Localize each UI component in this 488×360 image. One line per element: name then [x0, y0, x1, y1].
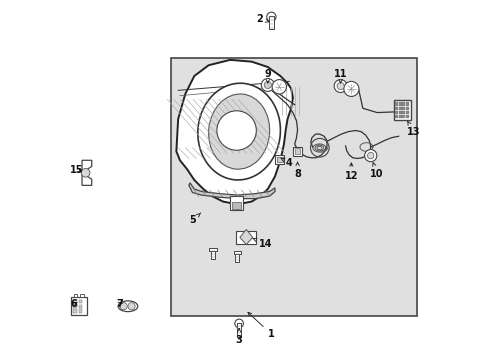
- Text: 14: 14: [252, 238, 271, 249]
- Text: 7: 7: [116, 299, 123, 309]
- Bar: [73, 310, 77, 313]
- Circle shape: [266, 12, 276, 22]
- Text: 5: 5: [189, 213, 201, 225]
- Bar: [405, 111, 408, 114]
- Text: 10: 10: [370, 163, 383, 179]
- Text: 4: 4: [280, 158, 292, 168]
- Bar: [402, 107, 405, 110]
- Text: 8: 8: [294, 162, 301, 179]
- Bar: [73, 305, 77, 308]
- Bar: [71, 297, 86, 315]
- Circle shape: [120, 303, 127, 310]
- Circle shape: [367, 152, 373, 159]
- Bar: [402, 111, 405, 114]
- Text: 11: 11: [333, 69, 346, 83]
- Circle shape: [364, 149, 376, 162]
- Ellipse shape: [208, 94, 269, 169]
- Circle shape: [271, 80, 286, 94]
- Bar: [294, 148, 300, 154]
- Bar: [276, 157, 282, 162]
- Bar: [210, 250, 215, 259]
- Bar: [398, 107, 401, 110]
- Circle shape: [217, 111, 256, 150]
- Text: 15: 15: [70, 165, 83, 175]
- Bar: [405, 115, 408, 118]
- Circle shape: [81, 168, 90, 177]
- Text: 6: 6: [71, 299, 78, 309]
- Bar: [394, 111, 397, 114]
- Bar: [398, 102, 401, 106]
- Bar: [393, 100, 410, 120]
- Bar: [79, 310, 82, 313]
- Bar: [233, 251, 241, 253]
- Bar: [394, 102, 397, 106]
- Circle shape: [264, 81, 271, 89]
- Bar: [80, 294, 83, 297]
- Ellipse shape: [198, 83, 280, 180]
- Text: 13: 13: [406, 121, 420, 136]
- Bar: [402, 115, 405, 118]
- Circle shape: [128, 303, 135, 310]
- Bar: [402, 102, 405, 106]
- Bar: [73, 300, 77, 303]
- Text: 12: 12: [344, 163, 357, 181]
- Bar: [292, 147, 302, 156]
- Bar: [79, 300, 82, 303]
- Bar: [269, 16, 273, 30]
- Circle shape: [333, 80, 346, 93]
- Circle shape: [343, 81, 358, 96]
- Bar: [231, 202, 241, 209]
- Bar: [230, 196, 242, 211]
- Ellipse shape: [118, 301, 138, 312]
- Circle shape: [261, 78, 274, 91]
- Text: 9: 9: [264, 69, 271, 83]
- Bar: [236, 231, 256, 244]
- Polygon shape: [176, 60, 292, 203]
- Bar: [74, 294, 77, 297]
- Bar: [398, 111, 401, 114]
- Bar: [275, 154, 284, 164]
- Bar: [209, 248, 216, 251]
- Polygon shape: [82, 160, 92, 185]
- Bar: [235, 253, 239, 262]
- Bar: [394, 107, 397, 110]
- Polygon shape: [188, 183, 274, 199]
- Bar: [398, 115, 401, 118]
- Bar: [237, 323, 241, 337]
- Bar: [171, 58, 416, 316]
- Bar: [405, 102, 408, 106]
- Circle shape: [234, 319, 243, 328]
- Circle shape: [336, 82, 344, 90]
- Bar: [79, 305, 82, 308]
- Bar: [405, 107, 408, 110]
- Polygon shape: [239, 229, 252, 244]
- Text: 2: 2: [256, 14, 268, 24]
- Text: 3: 3: [235, 329, 242, 345]
- Bar: [394, 115, 397, 118]
- Text: 1: 1: [247, 312, 274, 339]
